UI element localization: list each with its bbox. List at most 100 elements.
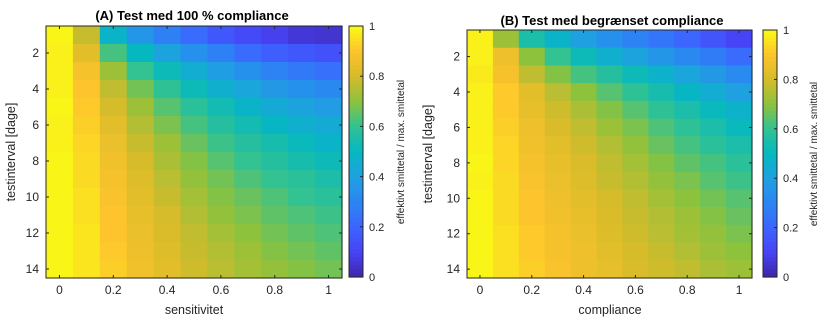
heatmap-cell [518, 83, 546, 102]
y-tick-label: 14 [26, 262, 40, 276]
heatmap-cell [544, 118, 572, 137]
colorbar-segment [763, 249, 777, 255]
colorbar-segment [349, 80, 363, 86]
colorbar-tick-label: 0.2 [369, 222, 384, 234]
heatmap-cell [315, 44, 343, 63]
heatmap-cell [544, 242, 572, 261]
colorbar-segment [763, 176, 777, 182]
heatmap-cell [72, 62, 101, 81]
heatmap-cell [648, 207, 675, 226]
colorbar-segment [763, 165, 777, 170]
colorbar-segment [349, 108, 363, 113]
heatmap-cell [180, 188, 209, 207]
panel-a: (A) Test med 100 % compliance 0 0.2 0.4 0.6… [4, 8, 407, 317]
colorbar-segment [349, 198, 363, 204]
colorbar-segment [349, 163, 363, 168]
heatmap-cell [153, 80, 182, 99]
heatmap-cell [674, 224, 701, 244]
heatmap-cell [315, 206, 343, 225]
heatmap-cell [674, 118, 701, 137]
heatmap-cell [288, 98, 316, 117]
heatmap-cell [315, 242, 343, 261]
heatmap-cell [234, 152, 262, 171]
heatmap-cell [261, 44, 289, 63]
heatmap-cell [622, 189, 649, 208]
heatmap-cell [570, 260, 598, 279]
y-tick-label: 12 [447, 227, 461, 241]
heatmap-cell [544, 30, 572, 49]
heatmap-cell [234, 62, 262, 81]
panel-b-colorbar-label: effektivt smittetal / max. smittetal [809, 82, 820, 226]
colorbar-segment [763, 130, 777, 135]
heatmap-cell [700, 260, 727, 279]
colorbar-tick-label: 0.6 [369, 121, 384, 133]
heatmap-cell [46, 170, 74, 189]
panel-b-colorbar-frame [762, 29, 778, 278]
heatmap-cell [518, 224, 546, 244]
heatmap-cell [596, 47, 624, 67]
heatmap-cell [492, 207, 520, 226]
colorbar-segment [349, 33, 363, 39]
colorbar-segment [763, 153, 777, 158]
heatmap-cell [180, 62, 209, 81]
heatmap-cell [726, 242, 753, 261]
colorbar-segment [763, 76, 777, 81]
colorbar-segment [349, 159, 363, 164]
heatmap-cell [261, 26, 289, 45]
y-tick-label: 10 [26, 190, 40, 204]
x-tick-label: 0.2 [105, 283, 122, 297]
heatmap-cell [596, 154, 624, 173]
colorbar-segment [349, 265, 363, 270]
heatmap-cell [467, 207, 494, 226]
heatmap-cell [648, 154, 675, 173]
panel-a-y-label: testinterval [dage] [4, 103, 18, 202]
heatmap-cell [492, 83, 520, 102]
heatmap-cell [596, 242, 624, 261]
panel-b-title: (B) Test med begrænset compliance [501, 13, 724, 28]
heatmap-cell [180, 98, 209, 117]
heatmap-cell [234, 170, 262, 189]
heatmap-cell [726, 47, 753, 67]
heatmap-cell [207, 80, 235, 99]
heatmap-cell [700, 118, 727, 137]
heatmap-cell [518, 65, 546, 84]
colorbar-segment [763, 172, 777, 178]
heatmap-cell [99, 44, 128, 63]
heatmap-cell [315, 170, 343, 189]
heatmap-cell [726, 30, 753, 49]
heatmap-cell [726, 189, 753, 208]
colorbar-segment [349, 233, 363, 239]
heatmap-cell [648, 30, 675, 49]
heatmap-cell [99, 98, 128, 117]
heatmap-cell [261, 242, 289, 261]
colorbar-segment [349, 151, 363, 157]
heatmap-cell [46, 152, 74, 171]
heatmap-cell [596, 100, 624, 120]
heatmap-cell [234, 224, 262, 243]
heatmap-cell [622, 171, 649, 191]
heatmap-cell [674, 100, 701, 120]
panel-a-colorbar-label: effektivt smittetal / max. smittetal [396, 80, 407, 224]
colorbar-segment [349, 147, 363, 153]
heatmap-cell [518, 30, 546, 49]
heatmap-cell [72, 170, 101, 189]
heatmap-cell [570, 171, 598, 191]
heatmap-cell [570, 207, 598, 226]
colorbar-segment [763, 265, 777, 270]
heatmap-cell [622, 260, 649, 279]
heatmap-cell [180, 224, 209, 243]
panel-a-x-label: sensitivitet [165, 303, 224, 317]
colorbar-segment [763, 157, 777, 162]
colorbar-segment [763, 141, 777, 147]
heatmap-cell [726, 83, 753, 102]
colorbar-segment [349, 241, 363, 247]
colorbar-segment [763, 118, 777, 124]
heatmap-cell [467, 30, 494, 49]
colorbar-segment [349, 96, 363, 102]
heatmap-cell [544, 189, 572, 208]
heatmap-cell [648, 65, 675, 84]
heatmap-cell [234, 188, 262, 207]
heatmap-cell [622, 47, 649, 67]
panel-a-axes-frame [45, 25, 343, 279]
heatmap-cell [261, 134, 289, 153]
